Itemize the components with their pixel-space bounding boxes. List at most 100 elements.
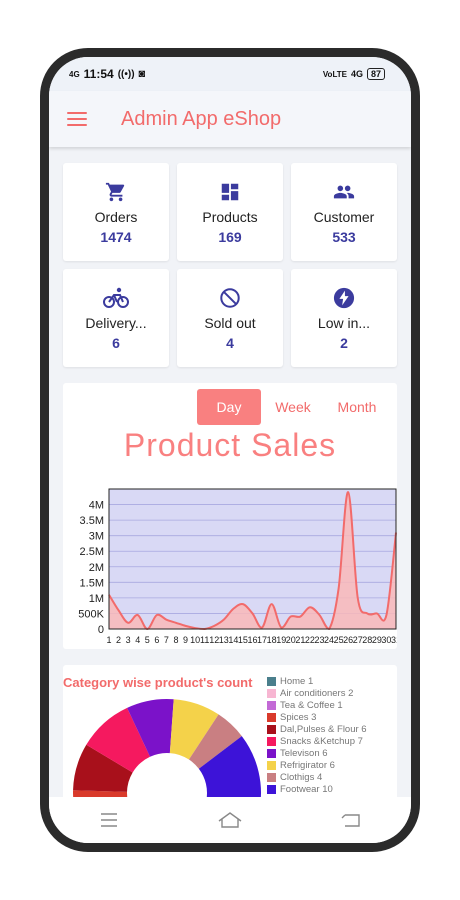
- x-tick-label: 6: [154, 635, 159, 645]
- legend-swatch: [267, 724, 276, 734]
- battery-icon: 87: [366, 68, 385, 80]
- cart-icon: [63, 181, 169, 205]
- tile-label: Customer: [313, 209, 375, 225]
- menu-nav-icon[interactable]: [89, 805, 129, 835]
- legend-label: Televison 6: [280, 747, 328, 759]
- plot-border: [108, 488, 397, 630]
- y-tick-label: 4M: [89, 500, 104, 512]
- pie-slice: [86, 707, 151, 773]
- bolt-icon: [291, 287, 397, 311]
- y-tick-label: 2M: [89, 562, 104, 574]
- x-tick-label: 26: [343, 635, 353, 645]
- x-tick-label: 28: [362, 635, 372, 645]
- x-tick-label: 8: [173, 635, 178, 645]
- customer-tile[interactable]: Customer 533: [291, 163, 397, 261]
- tile-value: 2: [340, 335, 348, 351]
- app-bar: Admin App eShop: [49, 91, 411, 147]
- products-tile[interactable]: Products 169: [177, 163, 283, 261]
- legend-swatch: [267, 688, 276, 698]
- x-tick-label: 13: [219, 635, 229, 645]
- x-tick-label: 16: [247, 635, 257, 645]
- legend-label: Home 1: [280, 675, 314, 687]
- tile-label: Products: [202, 209, 258, 225]
- legend-label: Tea & Coffee 1: [280, 699, 343, 711]
- x-tick-label: 1: [106, 635, 111, 645]
- network-icon: 4G: [350, 69, 363, 79]
- category-card: Category wise product's count Home 1 Air …: [63, 665, 397, 807]
- y-tick-label: 3M: [89, 531, 104, 543]
- x-tick-label: 9: [183, 635, 188, 645]
- x-tick-label: 5: [145, 635, 150, 645]
- legend-label: Footwear 10: [280, 783, 333, 795]
- tile-label: Low in...: [317, 315, 371, 331]
- low-in-stock-tile[interactable]: Low in... 2: [291, 269, 397, 367]
- pie-slice: [169, 699, 219, 760]
- tab-week[interactable]: Week: [275, 399, 311, 415]
- x-tick-label: 10: [190, 635, 200, 645]
- x-tick-label: 29: [372, 635, 382, 645]
- x-tick-label: 11: [200, 635, 209, 645]
- y-tick-label: 2.5M: [80, 546, 104, 558]
- legend-item: Air conditioners 2: [267, 687, 367, 699]
- category-legend: Home 1 Air conditioners 2 Tea & Coffee 1 Sp…: [267, 675, 367, 807]
- delivery-tile[interactable]: Delivery... 6: [63, 269, 169, 367]
- legend-swatch: [267, 712, 276, 722]
- y-tick-label: 3.5M: [80, 515, 104, 527]
- tile-label: Orders: [94, 209, 138, 225]
- status-bar: 4G 11:54 ((•)) ◙ VoLTE 4G 87: [49, 57, 411, 91]
- x-tick-label: 17: [257, 635, 267, 645]
- dashboard-icon: [177, 181, 283, 205]
- y-tick-label: 1.5M: [80, 577, 104, 589]
- legend-label: Snacks &Ketchup 7: [280, 735, 363, 747]
- legend-label: Spices 3: [280, 711, 317, 723]
- category-title: Category wise product's count: [63, 675, 253, 690]
- dashboard-content: Orders 1474 Products 169 Customer 533: [49, 147, 411, 807]
- legend-label: Air conditioners 2: [280, 687, 354, 699]
- x-tick-label: 18: [267, 635, 277, 645]
- orders-tile[interactable]: Orders 1474: [63, 163, 169, 261]
- legend-swatch: [267, 760, 276, 770]
- pie-slice: [198, 736, 261, 807]
- period-tabs: Day Week Month: [197, 389, 389, 425]
- phone-frame: 4G 11:54 ((•)) ◙ VoLTE 4G 87 Admin App e…: [40, 48, 420, 852]
- y-tick-label: 0: [98, 624, 104, 636]
- menu-icon[interactable]: [67, 112, 87, 126]
- legend-item: Snacks &Ketchup 7: [267, 735, 367, 747]
- legend-label: Refrigirator 6: [280, 759, 335, 771]
- x-tick-label: 12: [209, 635, 219, 645]
- y-tick-label: 1M: [89, 593, 104, 605]
- legend-swatch: [267, 784, 276, 794]
- x-tick-label: 23: [314, 635, 324, 645]
- tile-value: 4: [226, 335, 234, 351]
- back-icon[interactable]: [331, 805, 371, 835]
- legend-label: Dal,Pulses & Flour 6: [280, 723, 367, 735]
- pie-slice: [73, 744, 133, 792]
- legend-item: Clothigs 4: [267, 771, 367, 783]
- x-tick-label: 20: [286, 635, 296, 645]
- tile-value: 533: [332, 229, 356, 245]
- x-tick-label: 22: [305, 635, 315, 645]
- block-icon: [177, 287, 283, 311]
- tile-label: Delivery...: [85, 315, 147, 331]
- x-tick-label: 19: [276, 635, 286, 645]
- tab-day[interactable]: Day: [197, 389, 261, 425]
- home-icon[interactable]: [210, 805, 250, 835]
- legend-item: Footwear 10: [267, 783, 367, 795]
- legend-swatch: [267, 700, 276, 710]
- tile-label: Sold out: [204, 315, 256, 331]
- app-title: Admin App eShop: [121, 107, 282, 130]
- product-sales-card: Day Week Month Product Sales 0 500K 1M 1.5M…: [63, 383, 397, 649]
- status-time: 11:54: [83, 67, 114, 81]
- tab-month[interactable]: Month: [337, 399, 377, 415]
- tile-value: 169: [218, 229, 242, 245]
- hotspot-icon: ((•)): [117, 68, 135, 80]
- y-tick-label: 500K: [78, 608, 104, 620]
- x-tick-label: 31: [391, 635, 397, 645]
- sales-line: [108, 491, 397, 631]
- app-notification-icon: ◙: [138, 68, 146, 80]
- volte-icon: VoLTE: [322, 69, 347, 79]
- legend-label: Clothigs 4: [280, 771, 323, 783]
- sold-out-tile[interactable]: Sold out 4: [177, 269, 283, 367]
- tile-value: 6: [112, 335, 120, 351]
